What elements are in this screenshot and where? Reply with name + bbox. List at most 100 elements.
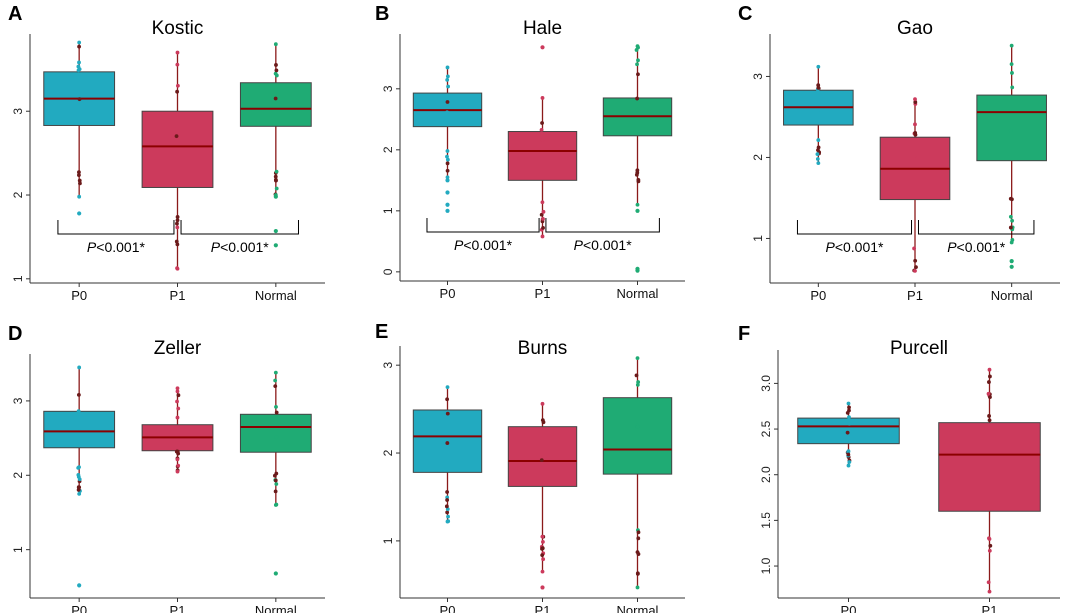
x-tick-label: P0 <box>440 603 456 613</box>
data-point <box>912 153 917 158</box>
data-point <box>816 138 821 142</box>
data-point <box>445 397 450 402</box>
y-tick-label: 1 <box>751 235 765 242</box>
data-point <box>445 65 450 70</box>
x-tick-label: P0 <box>810 288 826 303</box>
data-point <box>273 370 278 375</box>
y-tick-label: 2 <box>381 146 395 153</box>
data-point <box>541 209 546 214</box>
data-point <box>816 85 821 90</box>
data-point <box>445 519 450 524</box>
data-point <box>445 490 450 494</box>
data-point <box>635 96 640 101</box>
data-point <box>635 356 640 361</box>
y-tick-label: 3 <box>381 85 395 92</box>
box-normal <box>602 356 673 590</box>
data-point <box>540 121 544 125</box>
data-point <box>174 134 179 139</box>
data-point <box>272 473 277 478</box>
data-point <box>445 510 450 515</box>
p-value-label: P<0.001* <box>87 239 146 255</box>
data-point <box>635 383 640 387</box>
y-tick-label: 1 <box>381 207 395 214</box>
data-point <box>847 405 851 410</box>
data-point <box>445 74 450 79</box>
x-tick-label: P1 <box>535 286 551 301</box>
data-point <box>987 414 991 418</box>
panel-c: C Gao 1 2 3 P0 P1 Normal P<0.001* P<0.001* <box>738 3 1060 303</box>
data-point <box>913 182 918 187</box>
data-point <box>540 137 545 142</box>
box-normal <box>239 370 312 576</box>
data-point <box>445 157 450 162</box>
data-point <box>634 172 639 177</box>
p-value-label: P<0.001* <box>454 237 513 253</box>
data-point <box>540 96 545 100</box>
data-point <box>1009 62 1014 67</box>
x-tick-label: P0 <box>841 603 857 613</box>
data-point <box>175 415 180 420</box>
box-p0 <box>43 365 116 588</box>
box-p1 <box>507 401 578 590</box>
y-tick-label: 2 <box>381 449 395 456</box>
outlier-point <box>540 585 545 590</box>
data-point <box>987 418 992 423</box>
data-point <box>1008 214 1013 219</box>
x-tick-label: Normal <box>255 288 297 303</box>
data-point <box>77 491 82 496</box>
data-point <box>540 546 544 551</box>
data-point <box>445 168 450 173</box>
data-point <box>77 426 82 430</box>
data-point <box>636 179 641 184</box>
y-tick-label: 3 <box>11 397 25 404</box>
data-point <box>540 534 545 539</box>
data-point <box>445 154 449 159</box>
x-tick-label: Normal <box>617 286 659 301</box>
data-point <box>636 58 640 63</box>
data-point <box>76 488 81 492</box>
data-point <box>445 77 450 82</box>
data-point <box>77 178 82 183</box>
y-tick-label: 3 <box>381 362 395 369</box>
data-point <box>175 399 179 404</box>
x-tick-label: Normal <box>991 288 1033 303</box>
panel-letter: F <box>738 323 750 345</box>
data-point <box>846 401 851 406</box>
data-point <box>635 424 640 429</box>
data-point <box>175 62 180 67</box>
data-point <box>914 265 918 270</box>
y-tick-label: 1 <box>11 275 25 282</box>
box-normal <box>239 42 312 248</box>
data-point <box>988 374 992 379</box>
data-point <box>1010 71 1014 75</box>
data-point <box>175 89 180 94</box>
data-point <box>78 181 82 186</box>
data-point <box>175 225 180 230</box>
box-p1 <box>938 367 1041 594</box>
significance-bracket <box>545 218 660 233</box>
box-p0 <box>412 65 483 213</box>
data-point <box>77 97 82 102</box>
data-point <box>446 84 451 89</box>
iqr-box <box>412 409 483 473</box>
data-point <box>445 110 450 115</box>
data-point <box>176 83 180 88</box>
panel-d: D Zeller 1 2 3 P0 P1 Normal <box>8 323 325 613</box>
iqr-box <box>239 82 312 127</box>
x-tick-label: P0 <box>71 288 87 303</box>
outlier-point <box>77 583 82 588</box>
data-point <box>988 543 993 548</box>
data-point <box>176 406 181 411</box>
data-point <box>913 132 918 137</box>
data-point <box>913 122 917 127</box>
data-point <box>274 68 279 73</box>
y-tick-label: 2.0 <box>759 466 773 483</box>
y-tick-label: 3 <box>751 73 765 80</box>
iqr-box <box>602 397 673 475</box>
y-tick-label: 1.0 <box>759 557 773 574</box>
data-point <box>987 367 992 372</box>
data-point <box>987 548 992 553</box>
significance-bracket <box>917 220 1035 235</box>
data-point <box>635 107 640 112</box>
outlier-point <box>445 178 450 183</box>
